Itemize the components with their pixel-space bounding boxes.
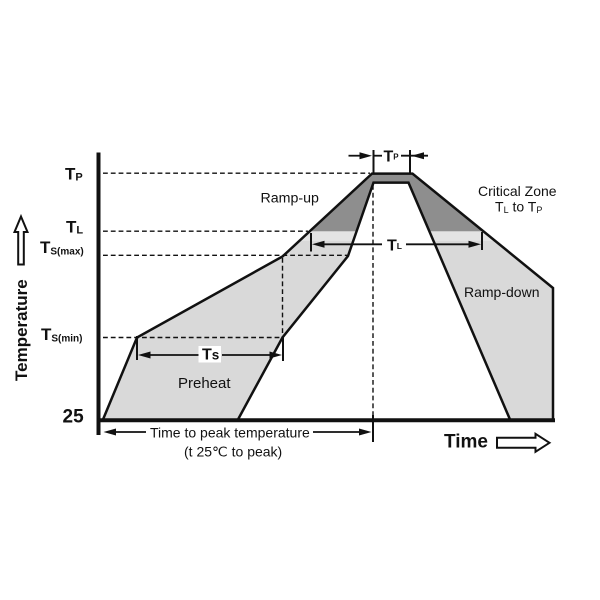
svg-text:Temperature: Temperature xyxy=(12,279,31,381)
svg-text:(t 25℃ to peak): (t 25℃ to peak) xyxy=(184,444,282,460)
svg-text:Critical Zone: Critical Zone xyxy=(478,183,557,199)
svg-text:Ts: Ts xyxy=(202,347,219,364)
svg-text:25: 25 xyxy=(63,407,85,428)
svg-text:Time to peak temperature: Time to peak temperature xyxy=(150,425,310,441)
svg-text:Preheat: Preheat xyxy=(178,375,231,392)
svg-text:Ramp-up: Ramp-up xyxy=(261,190,319,206)
svg-text:TL: TL xyxy=(387,238,402,255)
svg-text:TP: TP xyxy=(384,149,400,166)
svg-text:Ramp-down: Ramp-down xyxy=(464,284,539,300)
svg-text:Time: Time xyxy=(444,432,488,453)
svg-text:TL to TP: TL to TP xyxy=(495,199,542,216)
